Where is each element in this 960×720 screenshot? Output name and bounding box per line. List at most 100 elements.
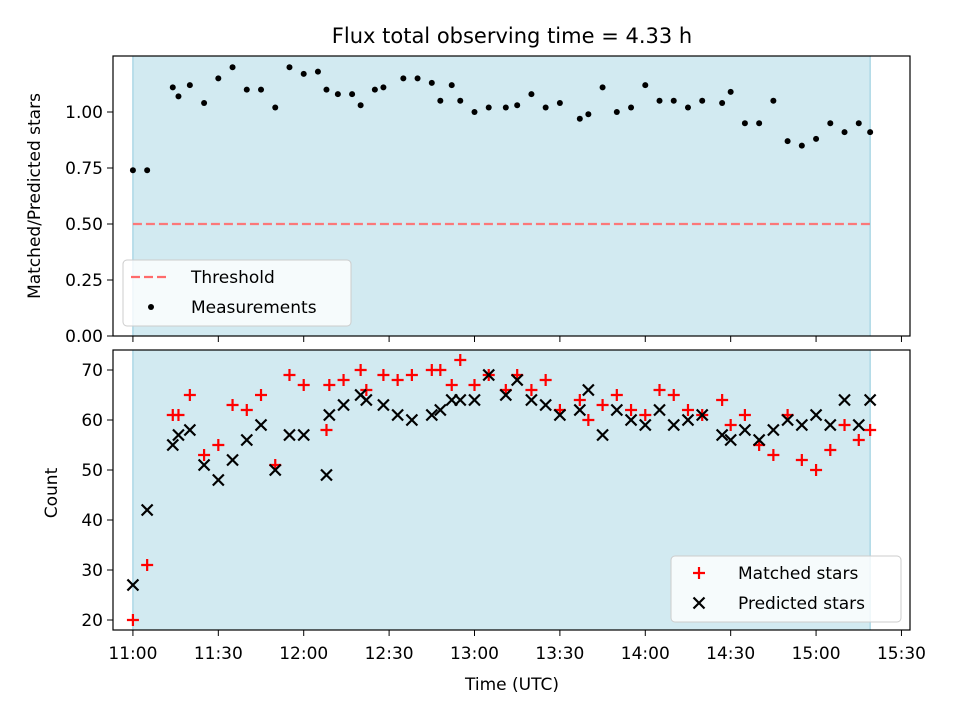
measurement-point <box>684 104 691 111</box>
predicted-star-point <box>197 458 211 472</box>
matched-star-point <box>141 559 154 571</box>
predicted-star-point <box>582 383 595 397</box>
measurement-point <box>471 109 478 115</box>
predicted-star-point <box>653 403 666 417</box>
matched-star-point <box>172 409 185 421</box>
predicted-star-point <box>140 503 154 517</box>
measurement-point <box>585 111 592 118</box>
measurement-point <box>827 120 834 127</box>
matched-star-point <box>864 424 877 436</box>
x-tick-label: 13:00 <box>450 644 499 664</box>
matched-star-point <box>539 374 552 386</box>
legend-predicted-swatch <box>692 596 706 610</box>
predicted-star-point <box>240 433 254 447</box>
matched-star-point <box>212 439 225 451</box>
predicted-star-point <box>499 388 513 402</box>
measurement-point <box>628 104 635 111</box>
predicted-star-point <box>405 413 419 427</box>
matched-star-point <box>667 389 680 401</box>
x-tick-label: 13:30 <box>535 644 584 664</box>
measurement-point <box>613 109 620 115</box>
matched-star-point <box>596 399 609 411</box>
predicted-star-point <box>510 373 524 387</box>
y-tick-label: 1.00 <box>65 103 103 123</box>
measurement-point <box>798 142 805 149</box>
matched-star-point <box>681 404 694 416</box>
measurement-point <box>300 70 307 77</box>
measurement-point <box>129 167 136 174</box>
measurement-point <box>741 120 748 127</box>
predicted-star-point <box>738 423 752 437</box>
measurement-point <box>175 93 182 100</box>
predicted-star-point <box>482 368 496 382</box>
measurement-point <box>314 68 321 75</box>
measurement-point <box>855 120 862 127</box>
measurement-point <box>599 84 606 91</box>
axes-frame <box>112 349 911 631</box>
predicted-star-point <box>624 413 638 427</box>
predicted-star-point <box>297 428 310 442</box>
legend-label: Matched stars <box>738 564 858 584</box>
predicted-star-point <box>254 418 268 432</box>
matched-star-point <box>639 409 652 421</box>
predicted-star-point <box>681 413 695 427</box>
matched-star-point <box>320 424 333 436</box>
y-tick-label: 0.25 <box>65 271 103 291</box>
matched-star-point <box>405 369 418 381</box>
predicted-star-point <box>172 428 185 442</box>
measurement-point <box>784 138 791 145</box>
measurement-point <box>514 102 521 109</box>
top-y-axis-label: Matched/Predicted stars <box>25 93 45 299</box>
measurement-point <box>542 104 549 111</box>
predicted-star-point <box>226 453 239 467</box>
top-panel: 0.00 0.25 0.50 0.75 1.00 Threshold Measurement… <box>65 55 911 347</box>
matched-star-point <box>525 384 538 396</box>
predicted-star-point <box>715 428 729 442</box>
measurement-point <box>770 97 777 104</box>
matched-star-point <box>824 444 837 456</box>
matched-star-point <box>573 394 586 406</box>
matched-star-point <box>126 614 139 626</box>
predicted-star-point <box>320 468 333 482</box>
matched-star-point <box>716 394 729 406</box>
y-tick-label: 0.50 <box>65 215 103 235</box>
matched-star-point <box>582 414 595 426</box>
y-tick-label: 0.00 <box>65 327 103 347</box>
predicted-star-point <box>360 393 373 407</box>
predicted-star-point <box>525 393 538 407</box>
predicted-star-point <box>596 428 609 442</box>
predicted-star-point <box>539 398 552 412</box>
predicted-star-point <box>781 413 794 427</box>
measurement-point <box>656 97 663 104</box>
matched-star-point <box>838 419 851 431</box>
x-tick-label: 12:00 <box>279 644 328 664</box>
measurement-point <box>380 84 387 91</box>
matched-star-point <box>183 389 196 401</box>
legend-label: Measurements <box>191 298 317 318</box>
predicted-star-point <box>268 463 282 477</box>
x-tick-label: 11:30 <box>194 644 243 664</box>
predicted-star-point <box>425 408 439 422</box>
axes-frame <box>112 55 911 337</box>
predicted-star-point <box>377 398 390 412</box>
measurement-point <box>556 100 563 107</box>
measurement-point <box>414 75 421 82</box>
predicted-star-point <box>126 578 140 592</box>
measurement-point <box>144 167 151 174</box>
predicted-star-point <box>639 418 652 432</box>
chart-title: Flux total observing time = 4.33 h <box>332 24 692 48</box>
matched-star-point <box>445 379 458 391</box>
measurement-point <box>642 82 649 89</box>
matched-star-point <box>226 399 239 411</box>
bottom-y-axis-label: Count <box>42 467 62 518</box>
predicted-star-point <box>610 403 624 417</box>
measurement-point <box>485 104 492 111</box>
x-tick-label: 12:30 <box>365 644 414 664</box>
measurement-point <box>349 91 356 98</box>
y-tick-label: 70 <box>81 361 103 381</box>
matched-star-point <box>454 354 467 366</box>
matched-star-point <box>468 379 481 391</box>
matched-star-point <box>810 464 823 476</box>
predicted-star-point <box>283 428 296 442</box>
